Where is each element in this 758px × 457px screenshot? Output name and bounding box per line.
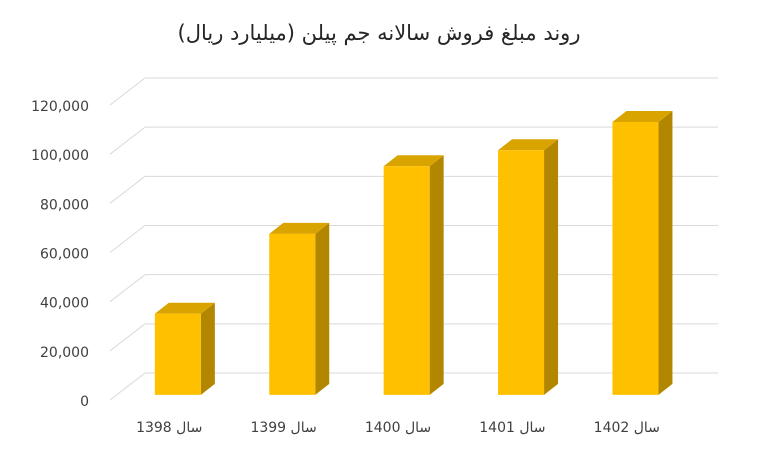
bar-top [154,302,215,314]
grid-line-side [109,126,146,155]
grid-line-side [109,323,146,352]
bar-front [154,313,201,395]
bar [612,110,673,395]
bar [498,139,559,395]
grid-line-side [109,77,146,106]
y-tick-label: 60,000 [40,247,89,263]
grid-line-side [109,175,146,204]
y-tick-label: 120,000 [31,99,89,115]
chart-title: روند مبلغ فروش سالانه جم پیلن (میلیارد ر… [178,21,581,46]
y-tick-label: 80,000 [40,197,89,213]
bar-top [383,155,444,167]
x-tick-label: سال 1400 [365,420,431,436]
bar-front [612,121,659,395]
grid-line-side [109,225,146,253]
bar-top [498,139,559,151]
y-tick-label: 100,000 [31,148,89,164]
y-tick-label: 20,000 [40,345,89,361]
grid-line-side [109,274,146,303]
bar [154,302,215,395]
x-tick-label: سال 1401 [479,420,545,436]
bar-side [200,302,215,395]
bar [269,222,330,395]
bar-side [429,155,444,395]
bar-front [498,150,545,395]
grid-line-side [109,372,146,401]
x-tick-label: سال 1399 [250,420,316,436]
bar-side [544,139,559,395]
bar-front [269,233,316,395]
bar-top [269,222,330,234]
bar [383,155,444,395]
y-tick-label: 40,000 [40,296,89,312]
bar-top [612,110,673,122]
x-tick-label: سال 1398 [136,420,202,436]
y-tick-label: 0 [80,394,89,410]
bar-front [383,166,430,395]
x-tick-label: سال 1402 [594,420,660,436]
bar-side [315,222,330,395]
bar-side [658,110,673,395]
